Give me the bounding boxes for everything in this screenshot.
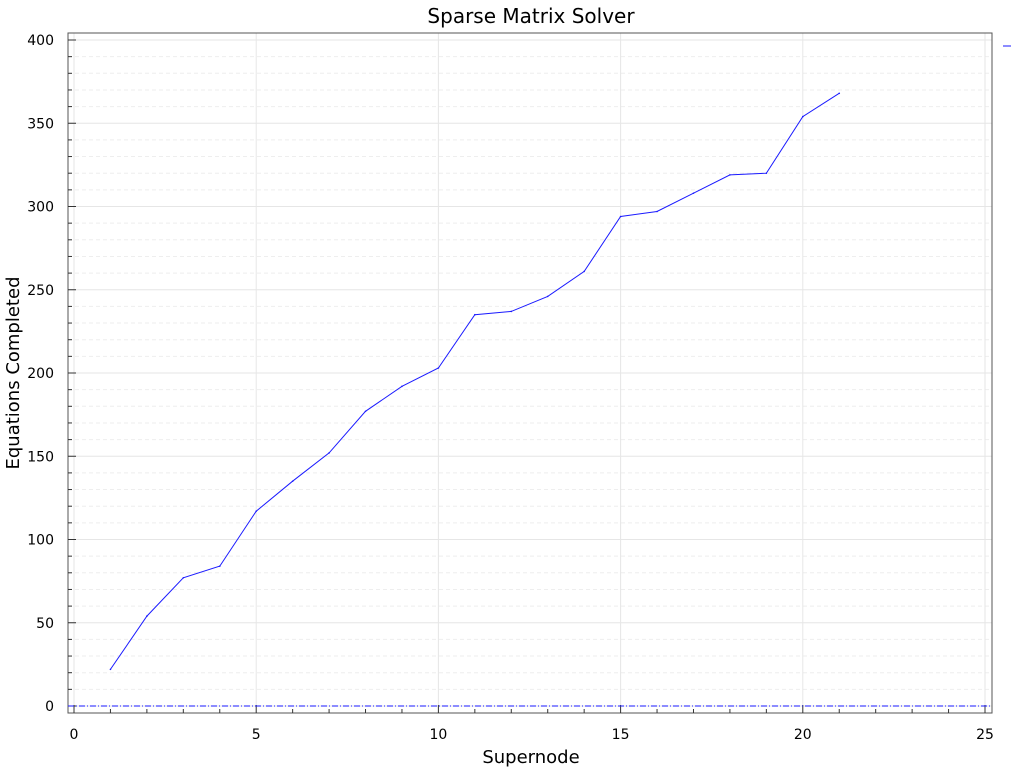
data-point: [328, 452, 330, 454]
data-point: [765, 172, 768, 174]
y-tick-label: 300: [27, 200, 54, 216]
x-tick-label: 5: [252, 727, 261, 743]
x-tick-label: 15: [612, 727, 630, 743]
data-point: [291, 480, 294, 483]
y-tick-label: 200: [27, 366, 54, 382]
y-tick-label: 50: [36, 616, 54, 632]
chart-title: Sparse Matrix Solver: [427, 4, 635, 28]
y-tick-label: 350: [27, 116, 54, 132]
data-point: [182, 576, 185, 579]
y-tick-label: 250: [27, 283, 54, 299]
data-point: [255, 510, 257, 512]
data-point: [802, 115, 804, 118]
data-point: [146, 615, 148, 617]
data-point: [838, 92, 841, 95]
grid: [68, 33, 992, 713]
data-point: [656, 210, 658, 213]
x-tick-label: 0: [70, 727, 79, 743]
y-tick-label: 150: [27, 449, 54, 465]
data-point: [364, 410, 367, 413]
y-axis-label: Equations Completed: [3, 277, 24, 470]
data-point: [401, 385, 403, 388]
x-tick-label: 25: [976, 727, 994, 743]
x-tick-label: 20: [794, 727, 812, 743]
series-line: [109, 92, 840, 670]
data-point: [474, 313, 476, 316]
y-tick-label: 100: [27, 533, 54, 549]
x-axis-label: Supernode: [482, 747, 579, 768]
y-tick-label: 400: [27, 33, 54, 49]
data-point: [619, 215, 622, 218]
data-point: [729, 174, 731, 176]
data-point: [692, 192, 695, 194]
data-point: [510, 310, 513, 313]
data-point: [583, 270, 585, 273]
data-point: [546, 295, 549, 298]
y-tick-label: 0: [45, 699, 54, 715]
x-tick-label: 10: [429, 727, 447, 743]
data-point: [437, 367, 440, 369]
data-point: [218, 565, 221, 567]
series-layer: [109, 92, 841, 671]
data-point: [109, 668, 112, 671]
axes: 0 50 100 150 200 250 300 350 400 0 5 10 15 20 25: [27, 33, 994, 743]
